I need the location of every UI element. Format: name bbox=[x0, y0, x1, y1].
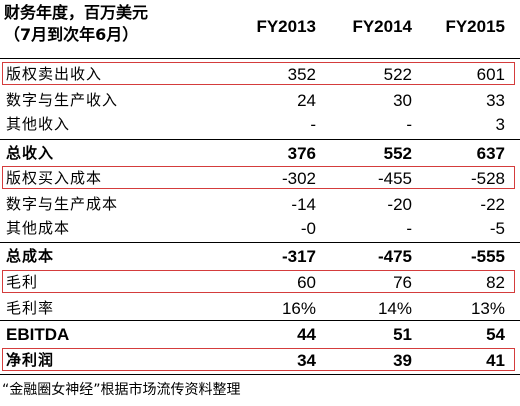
cell-fy2014: -455 bbox=[377, 169, 412, 188]
row-label: EBITDA bbox=[6, 325, 70, 344]
row-label: 净利润 bbox=[6, 351, 55, 369]
table-title: 财务年度，百万美元 （7月到次年6月） bbox=[4, 2, 148, 46]
table-row-total-revenue: 总收入 376 552 637 bbox=[0, 141, 520, 166]
cell-fy2015: -22 bbox=[480, 195, 505, 214]
highlight-box bbox=[2, 270, 515, 293]
table-row-gross-margin: 毛利率 16% 14% 13% bbox=[0, 296, 520, 321]
cell-fy2014: 30 bbox=[393, 91, 412, 110]
table-row-other-cost: 其他成本 -0 - -5 bbox=[0, 216, 520, 241]
header-divider bbox=[0, 58, 520, 59]
table-row-net-profit: 净利润 34 39 41 bbox=[0, 348, 520, 373]
cell-fy2015: 33 bbox=[486, 91, 505, 110]
divider bbox=[0, 242, 520, 243]
highlight-box bbox=[2, 348, 515, 371]
bottom-rule bbox=[0, 374, 520, 375]
column-header-fy2014: FY2014 bbox=[352, 17, 412, 36]
cell-fy2015: -5 bbox=[489, 219, 505, 238]
highlight-box bbox=[2, 62, 515, 85]
row-label: 毛利率 bbox=[6, 299, 55, 317]
column-header-fy2013: FY2013 bbox=[256, 17, 316, 36]
divider bbox=[0, 139, 520, 140]
table-row-total-cost: 总成本 -317 -475 -555 bbox=[0, 244, 520, 269]
cell-fy2013: 16% bbox=[281, 299, 316, 318]
cell-fy2014: 76 bbox=[393, 273, 412, 292]
cell-fy2015: 54 bbox=[486, 325, 505, 344]
table-header: 财务年度，百万美元 （7月到次年6月） FY2013 FY2014 FY2015 bbox=[0, 0, 520, 54]
cell-fy2015: -528 bbox=[470, 169, 505, 188]
column-header-fy2015: FY2015 bbox=[445, 17, 505, 36]
row-label: 数字与生产收入 bbox=[6, 91, 119, 109]
row-label: 毛利 bbox=[6, 273, 39, 291]
row-label: 其他收入 bbox=[6, 115, 71, 133]
cell-fy2013: 34 bbox=[297, 351, 316, 370]
row-label: 总收入 bbox=[6, 144, 55, 162]
cell-fy2014: -475 bbox=[377, 247, 412, 266]
cell-fy2015: 41 bbox=[486, 351, 505, 370]
cell-fy2014: 14% bbox=[377, 299, 412, 318]
cell-fy2015: 637 bbox=[476, 144, 505, 163]
cell-fy2013: 352 bbox=[287, 65, 316, 84]
cell-fy2013: 44 bbox=[297, 325, 316, 344]
cell-fy2013: -14 bbox=[291, 195, 316, 214]
cell-fy2015: 3 bbox=[495, 115, 505, 134]
highlight-box bbox=[2, 166, 515, 189]
table-row-digital-revenue: 数字与生产收入 24 30 33 bbox=[0, 88, 520, 113]
cell-fy2013: 60 bbox=[297, 273, 316, 292]
row-label: 版权卖出收入 bbox=[6, 65, 103, 83]
cell-fy2014: - bbox=[406, 219, 412, 238]
cell-fy2014: - bbox=[406, 115, 412, 134]
cell-fy2013: -317 bbox=[281, 247, 316, 266]
cell-fy2015: -555 bbox=[470, 247, 505, 266]
cell-fy2013: 376 bbox=[287, 144, 316, 163]
table-row-ebitda: EBITDA 44 51 54 bbox=[0, 322, 520, 347]
cell-fy2013: -0 bbox=[300, 219, 316, 238]
table-row-digital-cost: 数字与生产成本 -14 -20 -22 bbox=[0, 192, 520, 217]
divider bbox=[0, 320, 520, 321]
cell-fy2015: 13% bbox=[470, 299, 505, 318]
cell-fy2014: 522 bbox=[383, 65, 412, 84]
row-label: 其他成本 bbox=[6, 219, 71, 237]
title-line-1: 财务年度，百万美元 bbox=[4, 3, 149, 22]
table-row-gross-profit: 毛利 60 76 82 bbox=[0, 270, 520, 295]
table-row-other-revenue: 其他收入 - - 3 bbox=[0, 112, 520, 137]
table-row-copyright-cost: 版权买入成本 -302 -455 -528 bbox=[0, 166, 520, 191]
title-line-2: （7月到次年6月） bbox=[4, 25, 139, 44]
row-label: 数字与生产成本 bbox=[6, 195, 119, 213]
cell-fy2014: 552 bbox=[383, 144, 412, 163]
cell-fy2014: -20 bbox=[387, 195, 412, 214]
row-label: 版权买入成本 bbox=[6, 169, 103, 187]
source-note: “金融圈女神经”根据市场流传资料整理 bbox=[2, 382, 241, 398]
table-row-copyright-sales: 版权卖出收入 352 522 601 bbox=[0, 62, 520, 87]
cell-fy2014: 51 bbox=[393, 325, 412, 344]
cell-fy2015: 82 bbox=[486, 273, 505, 292]
cell-fy2013: - bbox=[310, 115, 316, 134]
cell-fy2013: 24 bbox=[297, 91, 316, 110]
row-label: 总成本 bbox=[6, 247, 55, 265]
cell-fy2014: 39 bbox=[393, 351, 412, 370]
cell-fy2015: 601 bbox=[476, 65, 505, 84]
cell-fy2013: -302 bbox=[281, 169, 316, 188]
